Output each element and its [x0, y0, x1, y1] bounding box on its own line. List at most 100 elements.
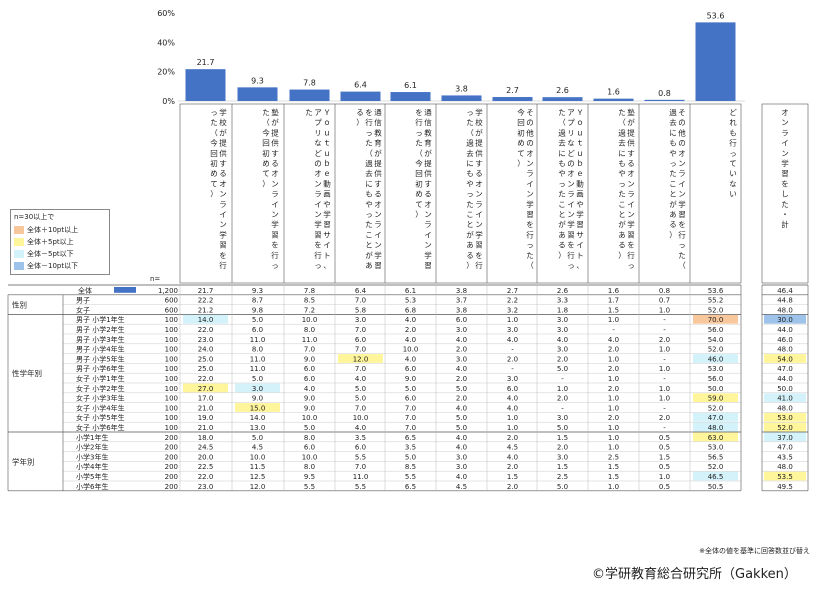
category-header: 初 [210, 158, 218, 168]
row-label: 全体 [78, 286, 92, 295]
category-header: っ [678, 241, 686, 250]
total-cell: 47.0 [777, 444, 793, 452]
bar [492, 97, 533, 101]
group-label: 性別 [12, 300, 27, 310]
row-label: 女子 [76, 305, 90, 314]
category-header: い [729, 169, 737, 178]
table-cell: 11.0 [353, 473, 369, 481]
table-cell: 8.0 [252, 346, 263, 354]
category-header: や [365, 200, 373, 209]
table-cell: 4.0 [355, 375, 366, 383]
category-header: ｂ [323, 159, 331, 168]
category-header: ラ [678, 169, 686, 178]
category-header: ラ [526, 169, 534, 178]
category-header: た [210, 118, 218, 127]
row-n: 200 [165, 473, 178, 481]
category-header: 回 [210, 149, 218, 158]
highlight-cell [183, 383, 228, 393]
table-cell: 4.0 [507, 453, 518, 461]
category-header: オ [424, 200, 432, 209]
category-header: の [678, 118, 686, 127]
total-header-frame [761, 103, 809, 284]
bar-value-label: 21.7 [197, 58, 215, 67]
category-header: イ [314, 200, 322, 209]
table-cell: 53.0 [708, 444, 724, 452]
table-cell: 5.0 [355, 395, 366, 403]
category-header: Ｙ [576, 108, 584, 117]
table-cell: 5.0 [405, 453, 416, 461]
table-cell: 3.7 [456, 297, 467, 305]
table-cell: 5.5 [355, 483, 366, 491]
category-header: 、 [323, 261, 331, 270]
row-n: 600 [165, 306, 178, 314]
category-header: が [558, 219, 566, 229]
legend-label: 全体－5pt以下 [27, 250, 74, 258]
table-cell: 14.0 [198, 316, 214, 324]
category-header: に [466, 159, 474, 168]
table-cell: 4.0 [557, 336, 568, 344]
table-cell: 2.0 [557, 395, 568, 403]
row-label: 小学6年生 [76, 482, 108, 491]
category-header: や [323, 200, 331, 209]
category-header: ン [567, 210, 575, 219]
row-label: 小学2年生 [76, 443, 108, 452]
category-header: ン [526, 190, 534, 199]
table-cell: 1.0 [557, 385, 568, 393]
table-cell: 11.0 [302, 336, 318, 344]
table-cell: 2.0 [507, 434, 518, 442]
category-header: て [729, 159, 737, 168]
table-cell: 2.0 [507, 463, 518, 471]
category-header: オ [475, 179, 483, 188]
category-header: 回 [262, 139, 270, 148]
category-header: ） [669, 230, 677, 239]
table-cell: 1.0 [608, 483, 619, 491]
table-cell: 46.0 [708, 355, 724, 363]
table-cell: 24.5 [198, 444, 214, 452]
category-header: ） [517, 159, 525, 168]
table-cell: 0.5 [659, 434, 670, 442]
table-cell: 1.0 [659, 306, 670, 314]
total-cell: 41.0 [777, 395, 793, 403]
table-cell: 6.0 [507, 385, 518, 393]
table-cell: 0.5 [659, 444, 670, 452]
category-header: に [669, 128, 677, 137]
table-cell: - [561, 404, 564, 412]
category-header: 学 [576, 209, 584, 219]
category-header: ｂ [576, 159, 584, 168]
table-cell: 2.7 [507, 287, 518, 295]
table-cell: 2.0 [557, 444, 568, 452]
category-header: 習 [627, 230, 635, 239]
legend-title: n=30以上で [14, 213, 55, 221]
table-cell: 56.5 [708, 453, 724, 461]
category-header: る [627, 159, 635, 168]
category-header: イ [576, 241, 584, 250]
category-header: に [558, 149, 566, 158]
table-cell: 6.5 [405, 434, 416, 442]
total-column-header: イ [781, 139, 789, 148]
bar-value-label: 53.6 [707, 11, 725, 20]
table-cell: 7.0 [304, 346, 315, 354]
table-cell: 7.0 [355, 404, 366, 412]
table-cell: 2.6 [557, 287, 569, 295]
category-header: も [618, 159, 626, 168]
category-header: 過 [365, 158, 373, 168]
table-cell: 3.0 [456, 326, 467, 334]
table-cell: 21.7 [198, 287, 214, 295]
category-header: 通 [374, 107, 382, 117]
category-header: の [567, 159, 575, 168]
category-header: 学 [219, 229, 227, 239]
category-header: ラ [219, 200, 227, 209]
category-header: 他 [678, 127, 686, 137]
category-header: や [618, 169, 626, 178]
category-header: た [466, 200, 474, 209]
category-header: オ [526, 149, 534, 158]
table-cell: 5.0 [456, 414, 467, 422]
category-header: す [475, 159, 483, 168]
category-header: が [475, 127, 483, 137]
category-header: ン [627, 210, 635, 219]
table-cell: - [511, 365, 514, 373]
table-cell: 7.2 [304, 306, 315, 314]
table-cell: 1.7 [608, 297, 619, 305]
category-header: ｕ [576, 128, 584, 137]
category-header: た [305, 108, 313, 117]
